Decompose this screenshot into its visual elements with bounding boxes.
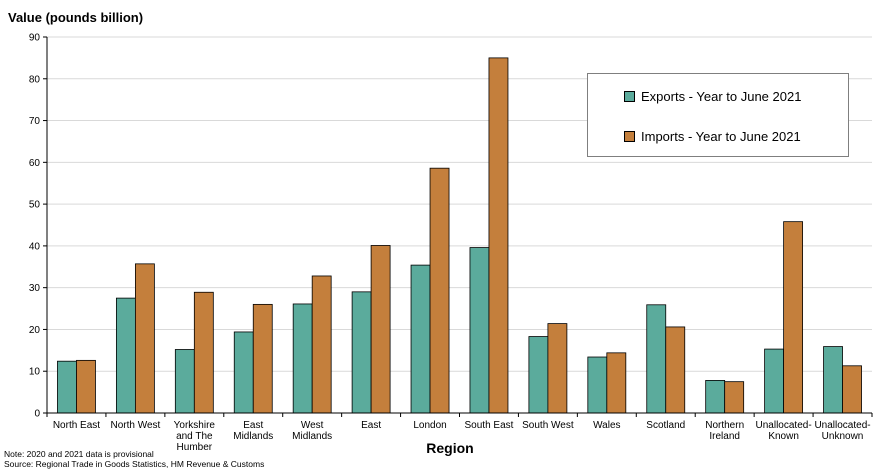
bar-imports xyxy=(76,359,96,414)
bar-exports xyxy=(823,346,843,414)
bar-exports xyxy=(528,336,549,414)
legend-label-imports: Imports - Year to June 2021 xyxy=(641,129,801,144)
bar-imports xyxy=(193,291,214,414)
bar-exports xyxy=(587,356,608,414)
y-tick-label: 50 xyxy=(29,200,41,211)
y-tick-label: 40 xyxy=(29,241,41,252)
x-tick-label: West Midlands xyxy=(292,420,332,442)
legend-swatch-imports xyxy=(624,131,635,142)
bars xyxy=(57,57,862,414)
y-tick-label: 20 xyxy=(29,325,41,336)
bar-exports xyxy=(292,303,313,414)
legend-item-imports: Imports - Year to June 2021 xyxy=(624,129,801,144)
bar-exports xyxy=(764,348,785,414)
bar-imports xyxy=(665,326,686,414)
x-tick-label: Yorkshire and The Humber xyxy=(174,420,216,453)
note-provisional: Note: 2020 and 2021 data is provisional xyxy=(4,449,154,459)
bar-imports xyxy=(547,323,568,414)
x-axis: North East North West Yorkshire and The Humb… xyxy=(46,412,873,453)
x-tick-label: North West xyxy=(110,420,160,431)
bar-imports xyxy=(370,245,391,414)
legend-swatch-exports xyxy=(624,91,635,102)
x-tick-label: Wales xyxy=(593,420,620,431)
bar-imports xyxy=(134,263,155,414)
legend: Exports - Year to June 2021 Imports - Ye… xyxy=(587,73,849,157)
x-tick-label: Northern Ireland xyxy=(705,420,744,442)
bar-imports xyxy=(783,221,804,414)
bar-exports xyxy=(469,247,490,414)
bar-imports xyxy=(724,381,745,414)
bar-imports xyxy=(488,57,509,414)
bar-exports xyxy=(351,291,372,414)
legend-label-exports: Exports - Year to June 2021 xyxy=(641,89,802,104)
bar-exports xyxy=(410,264,431,414)
x-tick-label: South East xyxy=(465,420,514,431)
bar-imports xyxy=(606,352,627,414)
x-tick-label: North East xyxy=(53,420,100,431)
x-axis-title: Region xyxy=(426,440,474,456)
bar-imports xyxy=(311,275,332,414)
x-tick-label: East xyxy=(361,420,381,431)
bar-exports xyxy=(57,360,77,414)
note-source: Source: Regional Trade in Goods Statisti… xyxy=(4,459,265,469)
y-tick-label: 80 xyxy=(29,74,41,85)
y-tick-label: 70 xyxy=(29,116,41,127)
y-tick-label: 90 xyxy=(29,33,41,44)
y-tick-label: 0 xyxy=(34,409,40,420)
footnotes: Note: 2020 and 2021 data is provisional … xyxy=(4,449,264,469)
y-tick-label: 10 xyxy=(29,367,41,378)
bar-exports xyxy=(705,380,726,414)
x-tick-label: Scotland xyxy=(646,420,685,431)
y-tick-label: 60 xyxy=(29,158,41,169)
x-tick-label: Unallocated-Known xyxy=(756,420,812,442)
x-tick-label: East Midlands xyxy=(233,420,273,442)
y-tick-label: 30 xyxy=(29,283,41,294)
x-tick-label: London xyxy=(413,420,446,431)
legend-item-exports: Exports - Year to June 2021 xyxy=(624,89,801,104)
y-axis-title: Value (pounds billion) xyxy=(8,10,144,25)
x-tick-label: Unallocated-Unknown xyxy=(814,420,870,442)
bar-exports xyxy=(646,304,667,414)
bar-exports xyxy=(174,349,195,414)
bar-exports xyxy=(233,331,254,414)
bar-imports xyxy=(252,303,273,414)
y-axis: 0 10 20 30 40 50 60 70 80 90 xyxy=(29,33,48,420)
bar-imports xyxy=(842,365,862,414)
bar-imports xyxy=(429,167,450,414)
bar-exports xyxy=(115,297,136,414)
x-tick-label: South West xyxy=(522,420,574,431)
